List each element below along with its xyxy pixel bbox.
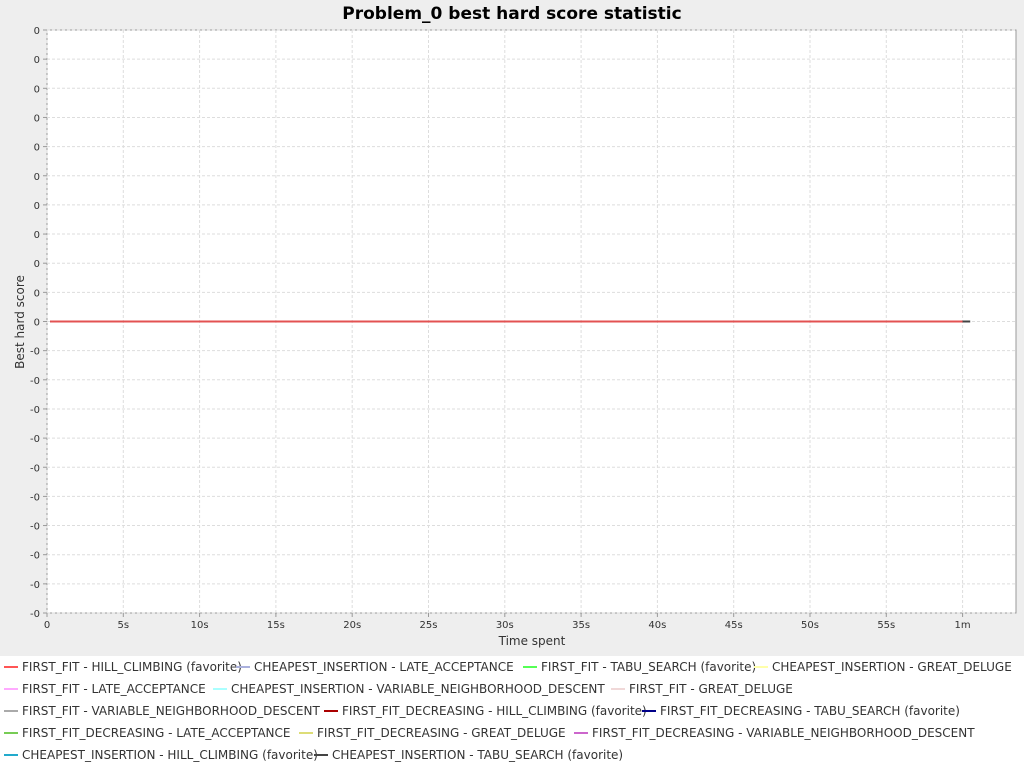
legend-row: FIRST_FIT - LATE_ACCEPTANCE CHEAPEST_INSE… — [0, 678, 1024, 700]
legend-swatch — [299, 732, 313, 734]
x-tick-label: 30s — [496, 620, 514, 631]
legend-label: FIRST_FIT - GREAT_DELUGE — [629, 682, 793, 696]
y-tick-label: 0 — [34, 172, 40, 183]
x-tick-label: 45s — [725, 620, 743, 631]
legend-row: FIRST_FIT_DECREASING - LATE_ACCEPTANCE FI… — [0, 722, 1024, 744]
y-tick-label: -0 — [30, 580, 40, 591]
y-tick-label: -0 — [30, 609, 40, 620]
legend-swatch — [4, 666, 18, 668]
legend-label: FIRST_FIT - TABU_SEARCH (favorite) — [541, 660, 757, 674]
legend-swatch — [236, 666, 250, 668]
y-tick-label: 0 — [34, 201, 40, 212]
y-tick-label: 0 — [34, 113, 40, 124]
legend-swatch — [4, 754, 18, 756]
legend-row: FIRST_FIT - HILL_CLIMBING (favorite) CHEA… — [0, 656, 1024, 678]
x-tick-label: 20s — [343, 620, 361, 631]
y-tick-label: -0 — [30, 376, 40, 387]
x-axis: 0 5s 10s 15s 20s 25s 30s 35s 40s 45s 50s 55s 1m — [44, 613, 971, 631]
legend-swatch — [314, 754, 328, 756]
x-tick-label: 40s — [648, 620, 666, 631]
legend-label: CHEAPEST_INSERTION - GREAT_DELUGE — [772, 660, 1012, 674]
legend-label: FIRST_FIT_DECREASING - LATE_ACCEPTANCE — [22, 726, 291, 740]
legend-label: FIRST_FIT_DECREASING - GREAT_DELUGE — [317, 726, 566, 740]
legend-swatch — [324, 710, 338, 712]
legend: FIRST_FIT - HILL_CLIMBING (favorite) CHEA… — [0, 656, 1024, 768]
y-axis: 0 0 0 0 0 0 0 0 0 0 0 -0 -0 -0 -0 -0 -0 -0 -0 -0 -0 — [30, 26, 47, 620]
legend-swatch — [642, 710, 656, 712]
chart-title: Problem_0 best hard score statistic — [342, 4, 681, 24]
x-tick-label: 10s — [191, 620, 209, 631]
legend-row: FIRST_FIT - VARIABLE_NEIGHBORHOOD_DESCEN… — [0, 700, 1024, 722]
legend-label: CHEAPEST_INSERTION - VARIABLE_NEIGHBORHO… — [231, 682, 605, 696]
y-tick-label: -0 — [30, 463, 40, 474]
legend-swatch — [213, 688, 227, 690]
x-tick-label: 50s — [801, 620, 819, 631]
y-tick-label: 0 — [34, 318, 40, 329]
legend-label: FIRST_FIT_DECREASING - HILL_CLIMBING (fa… — [342, 704, 647, 718]
x-tick-label: 15s — [267, 620, 285, 631]
y-tick-label: 0 — [34, 288, 40, 299]
y-tick-label: -0 — [30, 434, 40, 445]
legend-swatch — [574, 732, 588, 734]
legend-swatch — [754, 666, 768, 668]
y-tick-label: -0 — [30, 405, 40, 416]
x-tick-label: 35s — [572, 620, 590, 631]
y-tick-label: -0 — [30, 551, 40, 562]
legend-swatch — [4, 710, 18, 712]
legend-label: FIRST_FIT_DECREASING - TABU_SEARCH (favo… — [660, 704, 960, 718]
x-tick-label: 55s — [877, 620, 895, 631]
x-tick-label: 25s — [420, 620, 438, 631]
y-tick-label: 0 — [34, 230, 40, 241]
legend-swatch — [523, 666, 537, 668]
legend-label: CHEAPEST_INSERTION - TABU_SEARCH (favori… — [332, 748, 624, 762]
y-tick-label: 0 — [34, 55, 40, 66]
chart: Problem_0 best hard score statistic 0000… — [13, 4, 1017, 648]
y-tick-label: 0 — [34, 143, 40, 154]
y-tick-label: -0 — [30, 347, 40, 358]
legend-label: CHEAPEST_INSERTION - HILL_CLIMBING (favo… — [22, 748, 318, 762]
y-tick-label: -0 — [30, 492, 40, 503]
x-tick-label: 0 — [44, 620, 50, 631]
x-tick-label: 5s — [118, 620, 130, 631]
y-tick-label: 0 — [34, 26, 40, 37]
legend-swatch — [4, 688, 18, 690]
legend-label: FIRST_FIT - HILL_CLIMBING (favorite) — [22, 660, 242, 674]
legend-label: CHEAPEST_INSERTION - LATE_ACCEPTANCE — [254, 660, 514, 674]
legend-swatch — [4, 732, 18, 734]
x-tick-label: 1m — [955, 620, 971, 631]
y-tick-label: 0 — [34, 259, 40, 270]
legend-label: FIRST_FIT - LATE_ACCEPTANCE — [22, 682, 206, 696]
y-axis-label: Best hard score — [13, 275, 27, 369]
y-tick-label: 0 — [34, 84, 40, 95]
legend-row: CHEAPEST_INSERTION - HILL_CLIMBING (favo… — [0, 744, 1024, 766]
legend-label: FIRST_FIT_DECREASING - VARIABLE_NEIGHBOR… — [592, 726, 975, 740]
legend-swatch — [611, 688, 625, 690]
legend-label: FIRST_FIT - VARIABLE_NEIGHBORHOOD_DESCEN… — [22, 704, 320, 718]
y-tick-label: -0 — [30, 522, 40, 533]
x-axis-label: Time spent — [498, 634, 566, 648]
